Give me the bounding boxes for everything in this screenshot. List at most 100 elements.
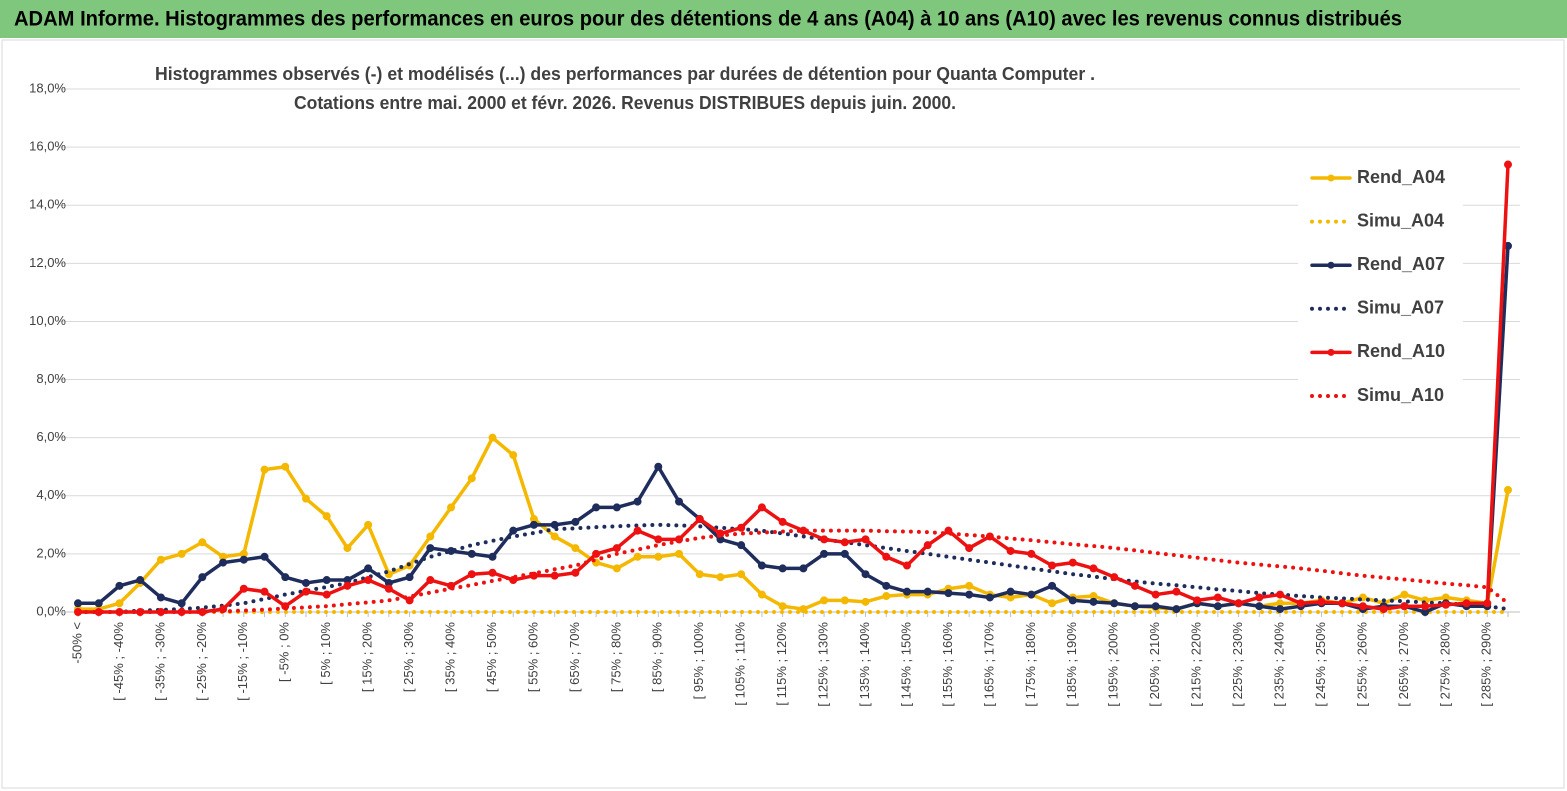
data-point <box>757 590 766 599</box>
data-point <box>820 596 829 605</box>
data-point <box>74 599 82 608</box>
x-tick-label: -50% < <box>69 622 84 664</box>
data-point <box>260 587 269 596</box>
x-tick-label: [ 215% ; 220% <box>1189 622 1204 707</box>
x-tick-label: [ 275% ; 280% <box>1437 622 1452 707</box>
data-point <box>1172 587 1181 596</box>
x-tick-label: [ -25% ; -20% <box>194 622 209 701</box>
data-point <box>612 503 621 512</box>
title-bar <box>0 0 1567 38</box>
data-point <box>509 526 518 535</box>
data-point <box>239 555 248 564</box>
legend-label: Rend_A04 <box>1357 167 1445 187</box>
data-point <box>923 541 932 550</box>
data-point <box>633 552 642 561</box>
data-point <box>1276 590 1285 599</box>
legend-label: Simu_A10 <box>1357 385 1444 405</box>
y-tick-label: 18,0% <box>29 80 66 95</box>
data-point <box>612 544 621 553</box>
data-point <box>882 581 891 590</box>
data-point <box>1172 605 1181 614</box>
data-point <box>488 568 497 577</box>
data-point <box>633 526 642 535</box>
data-point <box>612 564 621 573</box>
data-point <box>94 599 103 608</box>
series-line <box>76 435 1510 611</box>
data-point <box>633 497 642 506</box>
y-tick-label: 14,0% <box>29 197 66 212</box>
x-tick-label: [ 255% ; 260% <box>1354 622 1369 707</box>
data-point <box>1441 600 1450 609</box>
data-point <box>985 593 994 602</box>
data-point <box>1130 602 1139 611</box>
data-point <box>1006 546 1015 555</box>
x-tick-label: [ 15% ; 20% <box>360 622 375 693</box>
data-point <box>840 596 849 605</box>
data-point <box>488 433 497 442</box>
data-point <box>426 544 435 553</box>
data-point <box>488 552 497 561</box>
data-point <box>1234 599 1243 608</box>
data-point <box>965 544 974 553</box>
data-point <box>882 552 891 561</box>
data-point <box>260 552 269 561</box>
data-point <box>136 576 145 585</box>
data-point <box>384 584 393 593</box>
x-tick-label: [ 175% ; 180% <box>1023 622 1038 707</box>
data-point <box>301 494 310 503</box>
data-point <box>1193 596 1202 605</box>
legend-label: Simu_A07 <box>1357 298 1444 318</box>
x-tick-label: [ 165% ; 170% <box>981 622 996 707</box>
legend-marker <box>1327 348 1335 356</box>
y-tick-label: 0,0% <box>36 603 66 618</box>
x-tick-label: [ 285% ; 290% <box>1479 622 1494 707</box>
data-point <box>115 599 124 608</box>
data-point <box>1504 160 1512 169</box>
data-point <box>1317 597 1326 606</box>
data-point <box>1048 599 1057 608</box>
data-point <box>737 541 746 550</box>
data-point <box>509 451 518 460</box>
series <box>76 522 1510 614</box>
data-point <box>364 520 373 529</box>
data-point <box>198 573 207 582</box>
chart-subtitle: Cotations entre mai. 2000 et févr. 2026.… <box>294 93 956 113</box>
data-point <box>1068 558 1077 567</box>
x-tick-label: [ 185% ; 190% <box>1064 622 1079 707</box>
data-point <box>322 590 331 599</box>
data-point <box>115 581 124 590</box>
data-point <box>944 589 953 598</box>
data-point <box>592 503 601 512</box>
data-point <box>571 568 580 577</box>
series <box>74 160 1512 616</box>
series-line <box>76 522 1510 614</box>
data-point <box>467 570 476 579</box>
data-point <box>1400 602 1409 611</box>
data-point <box>1276 605 1285 614</box>
x-tick-label: [ 245% ; 250% <box>1313 622 1328 707</box>
y-tick-label: 6,0% <box>36 429 66 444</box>
data-point <box>902 587 911 596</box>
page-title: ADAM Informe. Histogrammes des performan… <box>14 8 1402 31</box>
data-point <box>550 571 559 580</box>
data-point <box>737 523 746 532</box>
data-point <box>322 576 331 585</box>
legend: Rend_A04 Simu_A04 Rend_A07 Simu_A07 Rend_A10… <box>1298 155 1463 417</box>
x-tick-label: [ 85% ; 90% <box>650 622 665 693</box>
data-point <box>1130 581 1139 590</box>
data-point <box>219 558 228 567</box>
data-point <box>239 584 248 593</box>
data-point <box>654 462 663 471</box>
x-tick-label: [ 225% ; 230% <box>1230 622 1245 707</box>
data-point <box>654 552 663 561</box>
data-point <box>156 555 165 564</box>
x-tick-label: [ 65% ; 70% <box>567 622 582 693</box>
x-tick-label: [ 135% ; 140% <box>857 622 872 707</box>
x-tick-label: [ -15% ; -10% <box>235 622 250 701</box>
x-tick-label: [ 115% ; 120% <box>774 622 789 706</box>
x-tick-label: [ 105% ; 110% <box>733 622 748 706</box>
x-tick-label: [ 95% ; 100% <box>691 622 706 700</box>
legend-marker <box>1327 174 1335 182</box>
data-point <box>902 561 911 570</box>
